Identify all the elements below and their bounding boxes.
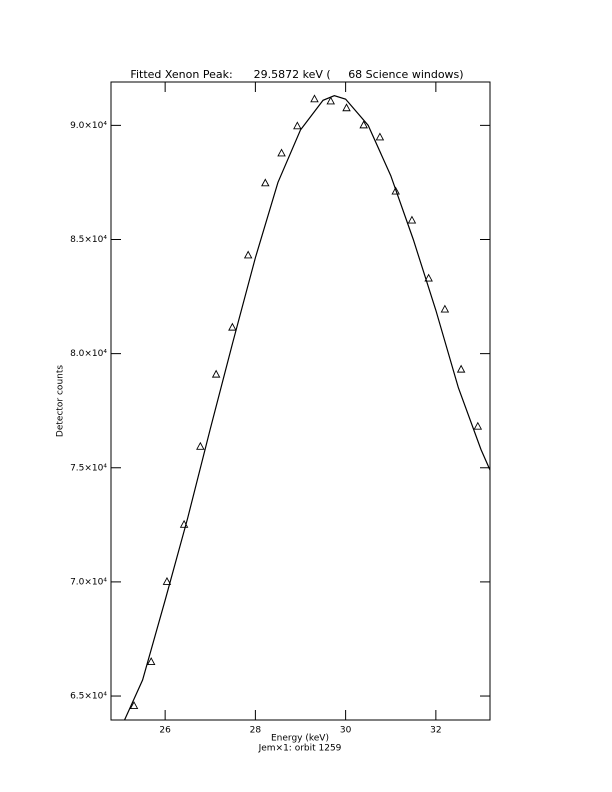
data-point bbox=[261, 178, 270, 187]
data-point bbox=[375, 132, 385, 141]
x-tick-label: 32 bbox=[430, 726, 441, 736]
y-tick-label: 8.0×10⁴ bbox=[70, 349, 107, 359]
plot-frame bbox=[110, 81, 491, 721]
data-point bbox=[293, 121, 302, 130]
data-point bbox=[473, 421, 483, 430]
y-tick-label: 7.0×10⁴ bbox=[70, 577, 107, 587]
x-tick-label: 26 bbox=[159, 726, 171, 736]
y-tick-label: 8.5×10⁴ bbox=[70, 235, 107, 245]
data-point bbox=[129, 701, 139, 710]
data-point bbox=[162, 576, 172, 585]
x-axis-label: Energy (keV) bbox=[271, 734, 329, 744]
data-point bbox=[407, 215, 417, 224]
data-point bbox=[326, 96, 335, 105]
data-point bbox=[196, 441, 205, 450]
data-point bbox=[440, 304, 450, 313]
data-point bbox=[310, 94, 319, 103]
x-tick-label: 28 bbox=[250, 726, 262, 736]
subtitle: Jem×1: orbit 1259 bbox=[258, 744, 342, 754]
fit-curve bbox=[123, 95, 491, 721]
y-axis-label: Detector counts bbox=[56, 365, 66, 437]
data-point bbox=[342, 103, 351, 112]
data-point bbox=[424, 273, 433, 282]
data-point bbox=[211, 369, 221, 378]
data-point bbox=[243, 250, 253, 259]
data-point bbox=[146, 657, 156, 665]
data-point bbox=[391, 186, 400, 195]
data-point bbox=[228, 322, 237, 331]
data-point bbox=[277, 148, 286, 157]
data-point bbox=[359, 120, 368, 129]
y-tick-label: 6.5×10⁴ bbox=[70, 692, 107, 702]
chart-title: Fitted Xenon Peak: 29.5872 keV ( 68 Scie… bbox=[130, 68, 463, 81]
y-tick-label: 7.5×10⁴ bbox=[70, 463, 107, 473]
y-tick-label: 9.0×10⁴ bbox=[70, 121, 107, 131]
data-point bbox=[456, 364, 466, 373]
x-tick-label: 30 bbox=[340, 726, 352, 736]
